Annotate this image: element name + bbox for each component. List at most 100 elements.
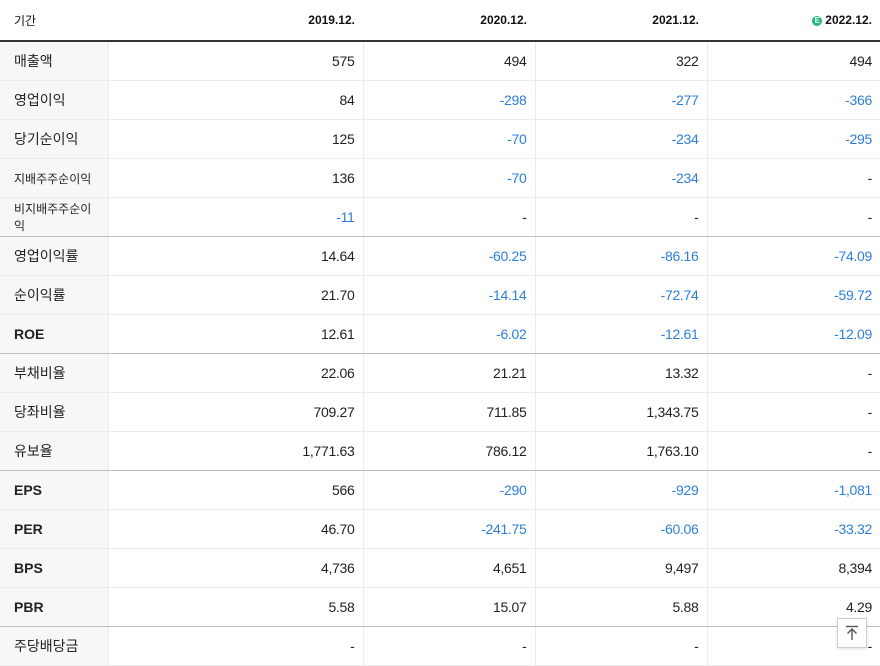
cell-value: - (706, 158, 880, 198)
cell-value: - (534, 626, 707, 666)
cell-value: -234 (534, 119, 707, 159)
table-row: 비지배주주순이익 -11- - - (0, 197, 880, 237)
cell-value: 786.12 (362, 431, 535, 471)
cell-value: -12.61 (534, 314, 707, 354)
cell-value: 1,343.75 (534, 392, 707, 432)
cell-value: 8,394 (706, 548, 880, 588)
table-row: BPS 4,736 4,651 9,497 8,394 (0, 548, 880, 588)
cell-value: - (706, 431, 880, 471)
cell-value: 15.07 (362, 587, 535, 627)
cell-value: - (534, 197, 707, 237)
table-row: 부채비율 22.06 21.21 13.32- (0, 353, 880, 393)
row-label: 지배주주순이익 (0, 158, 108, 198)
cell-value: -60.25 (362, 236, 535, 276)
row-label: PBR (0, 587, 108, 627)
cell-value: - (706, 197, 880, 237)
cell-value: -70 (362, 158, 535, 198)
table-row: 당좌비율 709.27 711.85 1,343.75- (0, 392, 880, 432)
row-label: 영업이익률 (0, 236, 108, 276)
estimate-badge-icon: E (812, 16, 823, 26)
table-row: 지배주주순이익 136 -70 -234- (0, 158, 880, 198)
cell-value: -1,081 (706, 470, 880, 510)
cell-value: 9,497 (534, 548, 707, 588)
row-label: 당기순이익 (0, 119, 108, 159)
cell-value: -366 (706, 80, 880, 120)
cell-value: -290 (362, 470, 535, 510)
cell-value: -59.72 (706, 275, 880, 315)
row-label: BPS (0, 548, 108, 588)
cell-value: - (706, 392, 880, 432)
row-label: 비지배주주순이익 (0, 197, 108, 237)
cell-value: 711.85 (362, 392, 535, 432)
row-label: 매출액 (0, 41, 108, 81)
cell-value: 575 (107, 41, 363, 81)
cell-value: 5.88 (534, 587, 707, 627)
cell-value: -234 (534, 158, 707, 198)
period-header: 2020.12. (363, 0, 535, 42)
cell-value: 21.70 (107, 275, 363, 315)
cell-value: - (706, 353, 880, 393)
cell-value: 566 (107, 470, 363, 510)
table-row: PBR 5.58 15.07 5.88 4.29 (0, 587, 880, 627)
row-label: 당좌비율 (0, 392, 108, 432)
cell-value: -277 (534, 80, 707, 120)
table-row: 영업이익률 14.64 -60.25 -86.16 -74.09 (0, 236, 880, 276)
cell-value: -298 (362, 80, 535, 120)
table-row: 유보율 1,771.63 786.12 1,763.10- (0, 431, 880, 471)
cell-value: 125 (107, 119, 363, 159)
cell-value: - (362, 626, 535, 666)
table-row: EPS 566 -290 -929 -1,081 (0, 470, 880, 510)
row-label: 부채비율 (0, 353, 108, 393)
cell-value: -12.09 (706, 314, 880, 354)
table-row: 매출액 575 494 322 494 (0, 41, 880, 81)
cell-value: - (362, 197, 535, 237)
cell-value: -72.74 (534, 275, 707, 315)
cell-value: 46.70 (107, 509, 363, 549)
table-row: 주당배당금 - - - - (0, 626, 880, 666)
header-row: 기간 2019.12. 2020.12. 2021.12. E 2022.12. (0, 0, 880, 42)
cell-value: -70 (362, 119, 535, 159)
cell-value: 1,771.63 (107, 431, 363, 471)
cell-value: 494 (706, 41, 880, 81)
row-label: 유보율 (0, 431, 108, 471)
row-label: 순이익률 (0, 275, 108, 315)
table-row: 당기순이익 125 -70 -234 -295 (0, 119, 880, 159)
cell-value: 13.32 (534, 353, 707, 393)
row-label: 주당배당금 (0, 626, 108, 666)
cell-value: -86.16 (534, 236, 707, 276)
table-row: 영업이익 84 -298 -277 -366 (0, 80, 880, 120)
arrow-up-icon (846, 625, 858, 640)
cell-value: -295 (706, 119, 880, 159)
cell-value: 21.21 (362, 353, 535, 393)
row-label: 영업이익 (0, 80, 108, 120)
period-header-estimate: E 2022.12. (707, 0, 880, 42)
cell-value: -929 (534, 470, 707, 510)
row-label: ROE (0, 314, 108, 354)
table-row: ROE 12.61 -6.02 -12.61 -12.09 (0, 314, 880, 354)
cell-value: 84 (107, 80, 363, 120)
period-header: 2021.12. (535, 0, 707, 42)
cell-value: -33.32 (706, 509, 880, 549)
cell-value: 5.58 (107, 587, 363, 627)
table-row: PER 46.70 -241.75 -60.06 -33.32 (0, 509, 880, 549)
cell-value: - (107, 626, 363, 666)
cell-value: -14.14 (362, 275, 535, 315)
cell-value: 22.06 (107, 353, 363, 393)
cell-value: 136 (107, 158, 363, 198)
cell-value: 4,736 (107, 548, 363, 588)
cell-value: 4,651 (362, 548, 535, 588)
period-label: 기간 (0, 0, 108, 42)
scroll-top-button[interactable] (837, 618, 867, 648)
cell-value: 322 (534, 41, 707, 81)
cell-value: 709.27 (107, 392, 363, 432)
cell-value: -6.02 (362, 314, 535, 354)
cell-value: 12.61 (107, 314, 363, 354)
row-label: EPS (0, 470, 108, 510)
row-label: PER (0, 509, 108, 549)
cell-value: -60.06 (534, 509, 707, 549)
cell-value: -11 (107, 197, 363, 237)
period-header-text: 2022.12. (825, 13, 872, 27)
cell-value: 14.64 (107, 236, 363, 276)
cell-value: -241.75 (362, 509, 535, 549)
